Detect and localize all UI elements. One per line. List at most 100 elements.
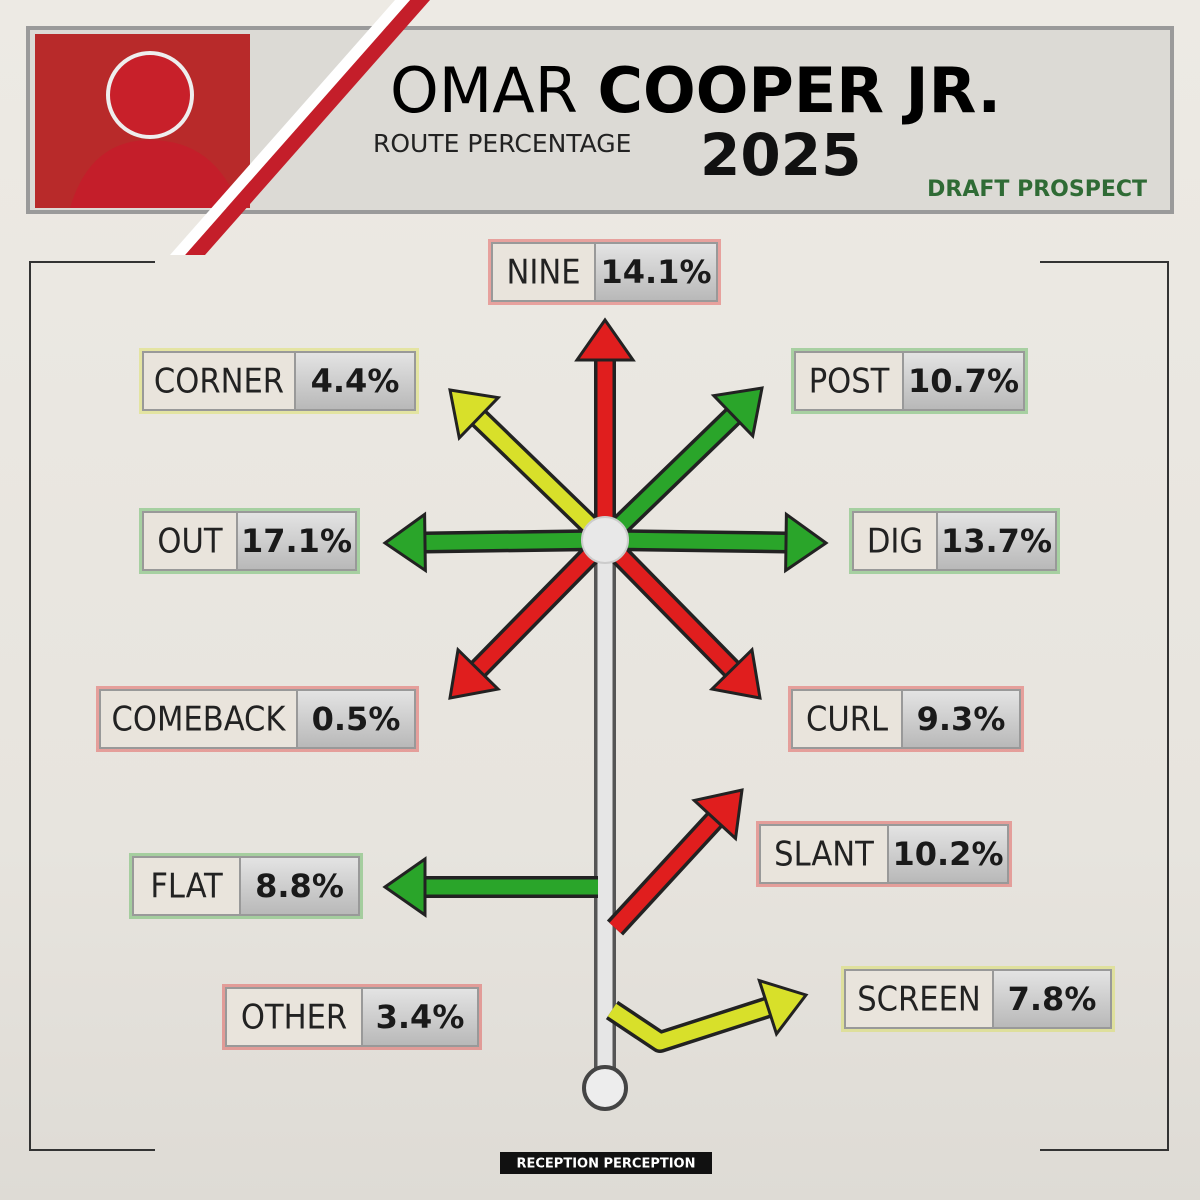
player-name: OMAR COOPER JR. [390,54,1001,127]
route-label: OTHER [241,998,347,1038]
route-value: 13.7% [941,522,1052,560]
label-cell [794,351,904,411]
route-box: SLANT 10.2% [756,821,1012,887]
route-box: OUT 17.1% [139,508,360,574]
frame [29,261,1169,1151]
label-cell [99,689,298,749]
subtitle: ROUTE PERCENTAGE [373,129,631,158]
route-value: 7.8% [1008,980,1097,1018]
route-value: 4.4% [311,362,400,400]
route-box: DIG 13.7% [849,508,1060,574]
box-glow [756,821,1012,887]
route-box: CORNER 4.4% [139,348,419,414]
value-cell [361,987,479,1047]
box-glow [841,966,1115,1032]
route-value: 10.7% [908,362,1019,400]
route-box: SCREEN 7.8% [841,966,1115,1032]
value-cell [901,689,1021,749]
value-cell [992,969,1112,1029]
route-label: DIG [867,522,923,562]
label-cell [491,242,596,302]
route-value: 10.2% [892,835,1003,873]
arrow-shaft [604,532,787,550]
box-glow [139,508,360,574]
prospect-tag: DRAFT PROSPECT [927,177,1147,202]
arrow-shaft [599,534,738,675]
arrow-shaft [473,412,611,546]
box-glow [139,348,419,414]
route-value: 0.5% [312,700,401,738]
route-box: NINE 14.1% [488,239,721,305]
route-box: CURL 9.3% [788,686,1024,752]
year: 2025 [700,121,861,189]
box-glow [222,984,482,1050]
route-label: POST [809,362,890,402]
route-label: FLAT [150,867,223,907]
value-cell [236,511,357,571]
route-box: FLAT 8.8% [129,853,363,919]
value-cell [296,689,416,749]
box-glow [791,348,1028,414]
stripe [170,0,410,255]
box-glow [849,508,1060,574]
value-cell [594,242,718,302]
route-value: 3.4% [376,998,465,1036]
route-value: 14.1% [600,253,711,291]
last-name: COOPER JR. [598,54,1002,127]
center-node [581,516,629,564]
route-arrows [382,317,829,1111]
value-cell [294,351,416,411]
route-box: COMEBACK 0.5% [96,686,419,752]
jersey [70,140,240,208]
arrow-head [757,978,809,1038]
arrow-shaft [472,534,611,675]
arrow-shaft [609,814,721,934]
value-cell [902,351,1025,411]
value-cell [936,511,1057,571]
footer-badge [500,1152,712,1174]
route-boxes: NINE 14.1% CORNER 4.4% POST 10.7% OUT 17.1% DIG 1… [96,239,1115,1050]
route-label: CORNER [154,362,284,402]
arrow-head [691,788,744,842]
route-value: 17.1% [241,522,352,560]
start-node [582,1065,628,1111]
label-cell [142,511,238,571]
first-name: OMAR [390,54,578,127]
arrow-shaft [599,410,739,546]
arrow-head [448,646,502,700]
value-cell [239,856,360,916]
label-cell [844,969,994,1029]
route-value: 8.8% [255,867,344,905]
arrow-head [574,317,636,362]
label-cell [791,689,903,749]
route-label: OUT [157,522,222,562]
arrow-head [708,646,762,700]
box-glow [96,686,419,752]
arrow-head [784,511,829,574]
label-cell [759,824,889,884]
route-value: 9.3% [917,700,1006,738]
route-box: OTHER 3.4% [222,984,482,1050]
label-cell [132,856,241,916]
arrow-head [382,856,427,918]
box-glow [788,686,1024,752]
arrow-head [448,388,502,442]
route-label: SCREEN [857,980,981,1020]
stripe [185,0,430,255]
box-glow [129,853,363,919]
route-box: POST 10.7% [791,348,1028,414]
route-label: SLANT [774,835,874,875]
footer-text: RECEPTION PERCEPTION [516,1157,695,1172]
route-label: COMEBACK [112,700,287,740]
arrow-shaft [607,1000,771,1050]
route-label: NINE [506,253,580,293]
arrow-head [382,511,427,574]
helmet [106,51,194,139]
box-glow [488,239,721,305]
arrow-shaft [424,532,606,550]
value-cell [887,824,1009,884]
route-label: CURL [806,700,888,740]
header: OMAR COOPER JR. ROUTE PERCENTAGE 2025 DR… [26,0,1174,255]
arrow-head [710,386,764,440]
